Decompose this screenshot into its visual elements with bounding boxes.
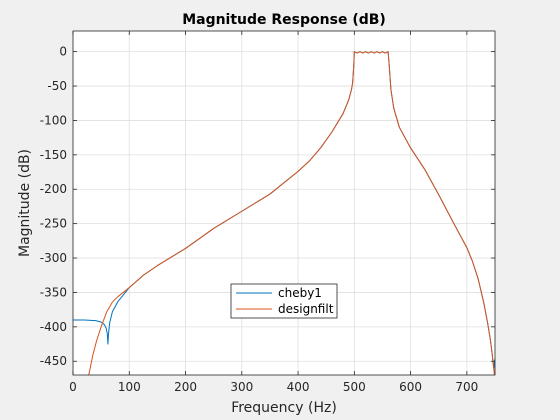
legend[interactable]: cheby1 designfilt: [230, 283, 338, 319]
y-tick-label: -300: [40, 251, 67, 265]
y-tick-label: -50: [47, 79, 67, 93]
grid-lines: [72, 31, 495, 375]
chart-title: Magnitude Response (dB): [182, 12, 386, 28]
y-tick-label: -200: [40, 182, 67, 196]
y-tick-label: -100: [40, 113, 67, 127]
x-tick-label: 100: [118, 380, 141, 394]
x-tick-label: 600: [399, 380, 422, 394]
data-series: [73, 51, 495, 375]
x-tick-label: 700: [455, 380, 478, 394]
legend-label-cheby1: cheby1: [278, 286, 322, 300]
x-axis-label: Frequency (Hz): [231, 400, 337, 416]
plot-area[interactable]: [73, 31, 495, 375]
x-tick-label: 400: [287, 380, 310, 394]
axes-box: [72, 30, 496, 376]
y-tick-label: -350: [40, 285, 67, 299]
x-tick-label: 300: [230, 380, 253, 394]
y-tick-label: -450: [40, 354, 67, 368]
y-tick-label: 0: [59, 45, 67, 59]
x-tick-label: 200: [174, 380, 197, 394]
x-tick-label: 500: [343, 380, 366, 394]
legend-box: [230, 283, 338, 319]
legend-label-designfilt: designfilt: [278, 302, 334, 316]
y-axis-label: Magnitude (dB): [17, 149, 33, 257]
series-line-designfilt: [88, 51, 495, 375]
y-tick-label: -400: [40, 320, 67, 334]
y-tick-label: -250: [40, 217, 67, 231]
axis-ticks: 0 100 200 300 400 500 600 700 0 -50 -100 -150 -200 -2…: [40, 31, 495, 394]
y-tick-label: -150: [40, 148, 67, 162]
x-tick-label: 0: [69, 380, 77, 394]
